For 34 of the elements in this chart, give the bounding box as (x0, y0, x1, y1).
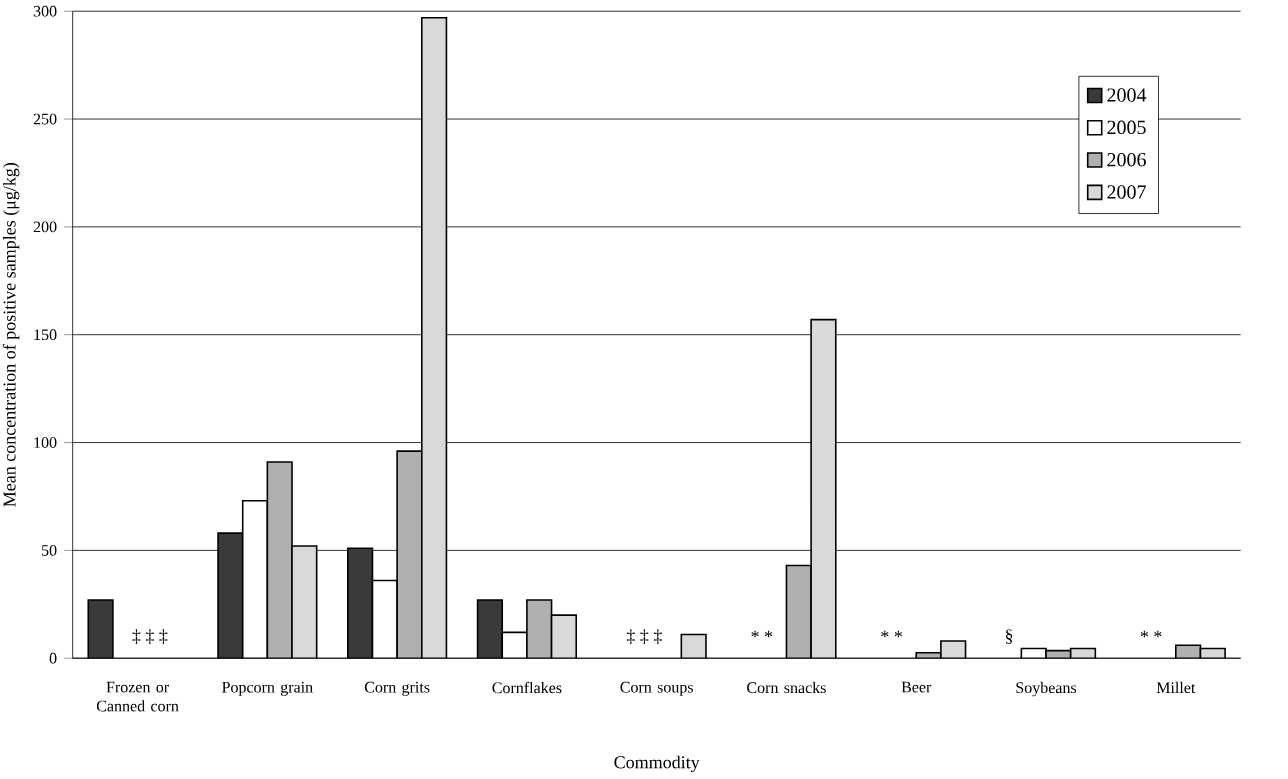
y-tick-label: 200 (33, 221, 57, 233)
y-tick-label: 150 (34, 329, 57, 341)
x-tick-label: Corn snacks (747, 681, 826, 694)
legend-label: 2004 (1107, 88, 1147, 102)
legend-label: 2006 (1107, 152, 1146, 167)
bar (87, 599, 114, 659)
legend-label: 2007 (1107, 185, 1146, 199)
x-tick-label: Soybeans (1016, 681, 1077, 697)
x-tick-label: Corn grits (364, 681, 430, 696)
bar (680, 633, 707, 659)
x-tick-label: Popcorn grain (222, 681, 313, 696)
annotation: * * (1140, 630, 1162, 638)
x-tick-label: Beer (901, 681, 932, 693)
x-tick-label: Frozen or Canned corn (96, 681, 179, 712)
x-tick-label: Corn soups (620, 681, 693, 696)
annotation: * * (881, 630, 902, 638)
x-tick-label: Millet (1156, 681, 1196, 694)
y-tick-label: 300 (33, 5, 57, 17)
bar (266, 461, 293, 659)
bar (396, 450, 423, 659)
x-tick-label: Cornflakes (492, 681, 562, 694)
y-axis-title: Mean concentration of positive samples (μg/kg) (2, 162, 20, 507)
bar (526, 599, 553, 659)
x-axis-title: Commodity (614, 755, 700, 773)
y-tick-label: 0 (49, 652, 57, 664)
y-tick-label: 100 (34, 437, 57, 448)
bar (785, 564, 812, 659)
y-tick-label: 250 (33, 113, 57, 125)
annotation: ‡ ‡ ‡ (132, 629, 168, 644)
annotation: * * (751, 630, 773, 638)
y-tick-label: 50 (42, 544, 57, 556)
legend-label: 2005 (1107, 120, 1146, 135)
annotation: § (1005, 629, 1013, 644)
annotation: ‡ ‡ ‡ (626, 629, 662, 644)
